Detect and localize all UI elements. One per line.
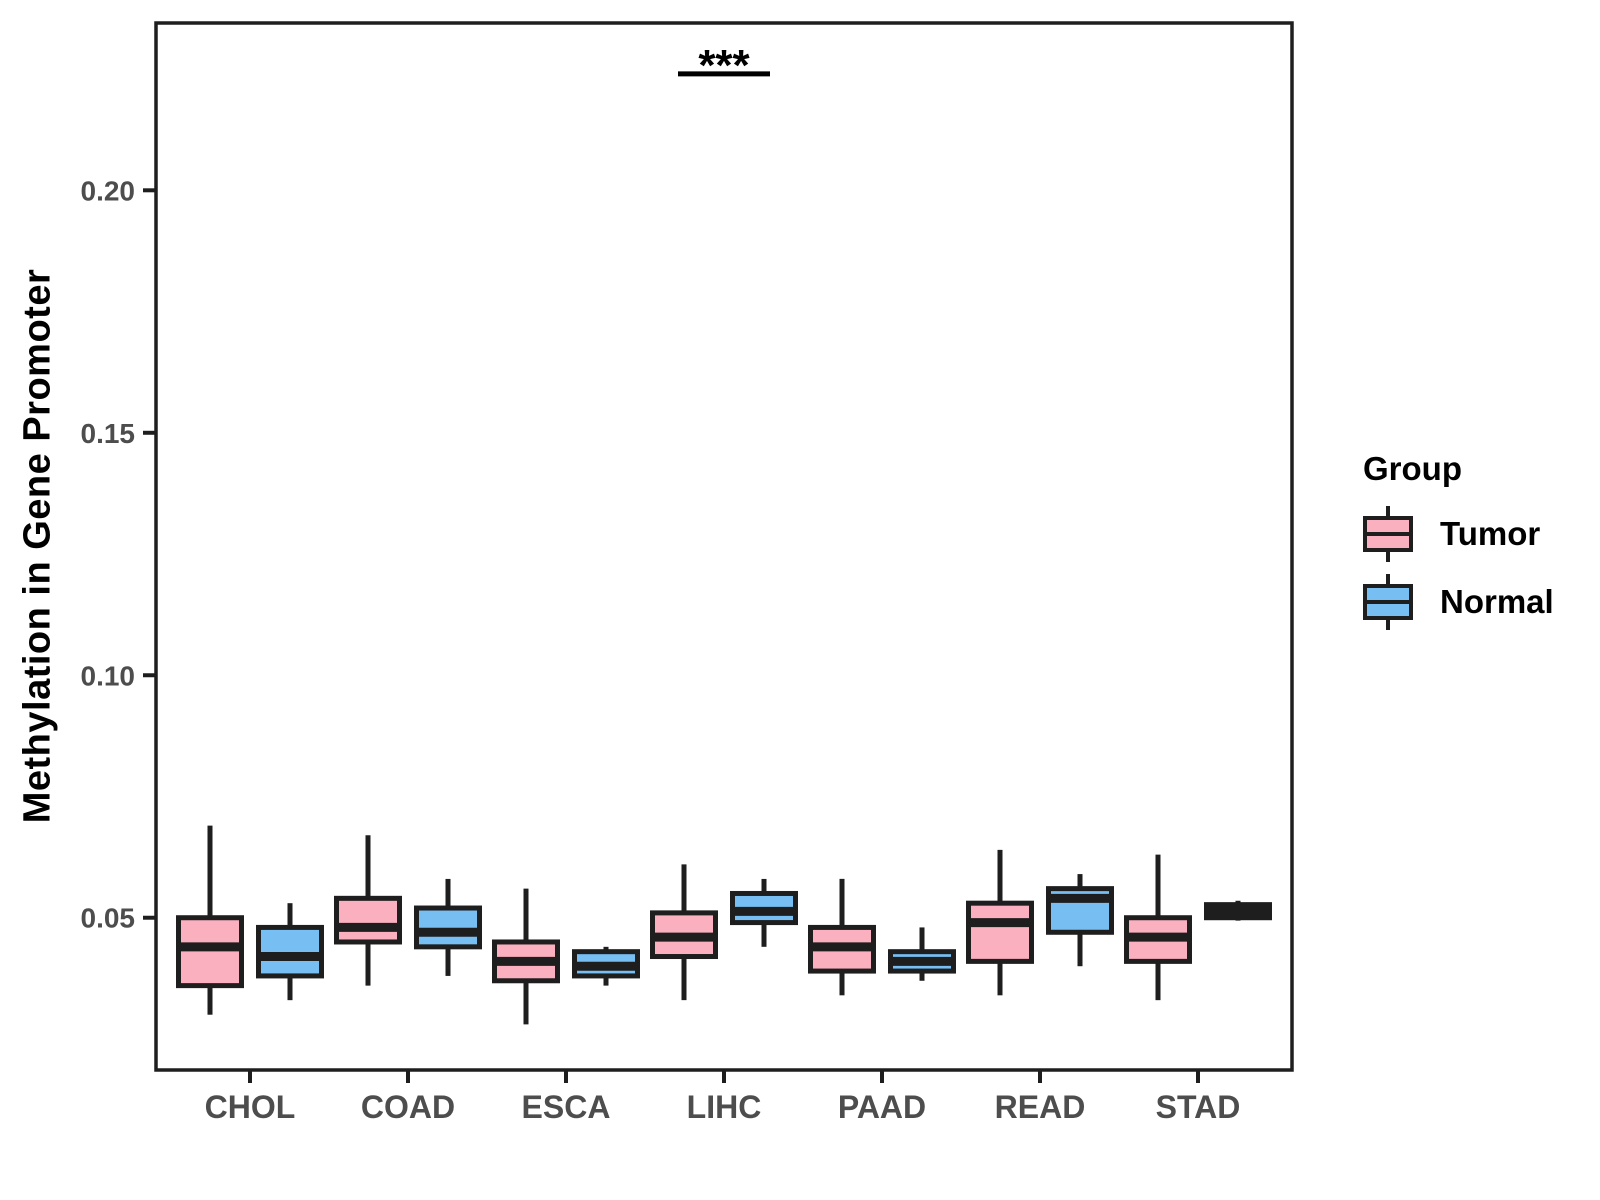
legend: Group Tumor Normal [1361,450,1554,640]
legend-entry-normal: Normal [1361,572,1554,632]
x-tick-label-LIHC: LIHC [687,1089,762,1125]
y-tick-label-0.10: 0.10 [81,660,136,691]
y-tick-label-0.05: 0.05 [81,903,136,934]
y-tick-label-0.15: 0.15 [81,418,136,449]
x-tick-label-COAD: COAD [361,1089,455,1125]
x-tick-label-CHOL: CHOL [205,1089,296,1125]
x-tick-label-ESCA: ESCA [522,1089,611,1125]
legend-title: Group [1363,450,1462,487]
x-tick-label-STAD: STAD [1156,1089,1241,1125]
panel-border [154,21,1294,1072]
x-tick-label-READ: READ [995,1089,1086,1125]
y-axis-title: Methylation in Gene Promoter [16,268,59,824]
legend-entry-tumor: Tumor [1361,504,1554,564]
tumor-boxplot-key-icon [1363,506,1413,562]
significance-stars: *** [698,41,750,90]
legend-label-normal: Normal [1440,583,1554,620]
legend-label-tumor: Tumor [1440,515,1541,552]
box-COAD-Tumor [334,895,402,945]
box-CHOL-Tumor [176,915,244,989]
box-READ-Tumor [966,900,1034,964]
box-CHOL-Normal [256,924,324,979]
y-tick-label-0.20: 0.20 [81,175,136,206]
x-tick-label-PAAD: PAAD [838,1089,926,1125]
normal-boxplot-key-icon [1363,574,1413,630]
box-COAD-Normal [414,905,482,950]
